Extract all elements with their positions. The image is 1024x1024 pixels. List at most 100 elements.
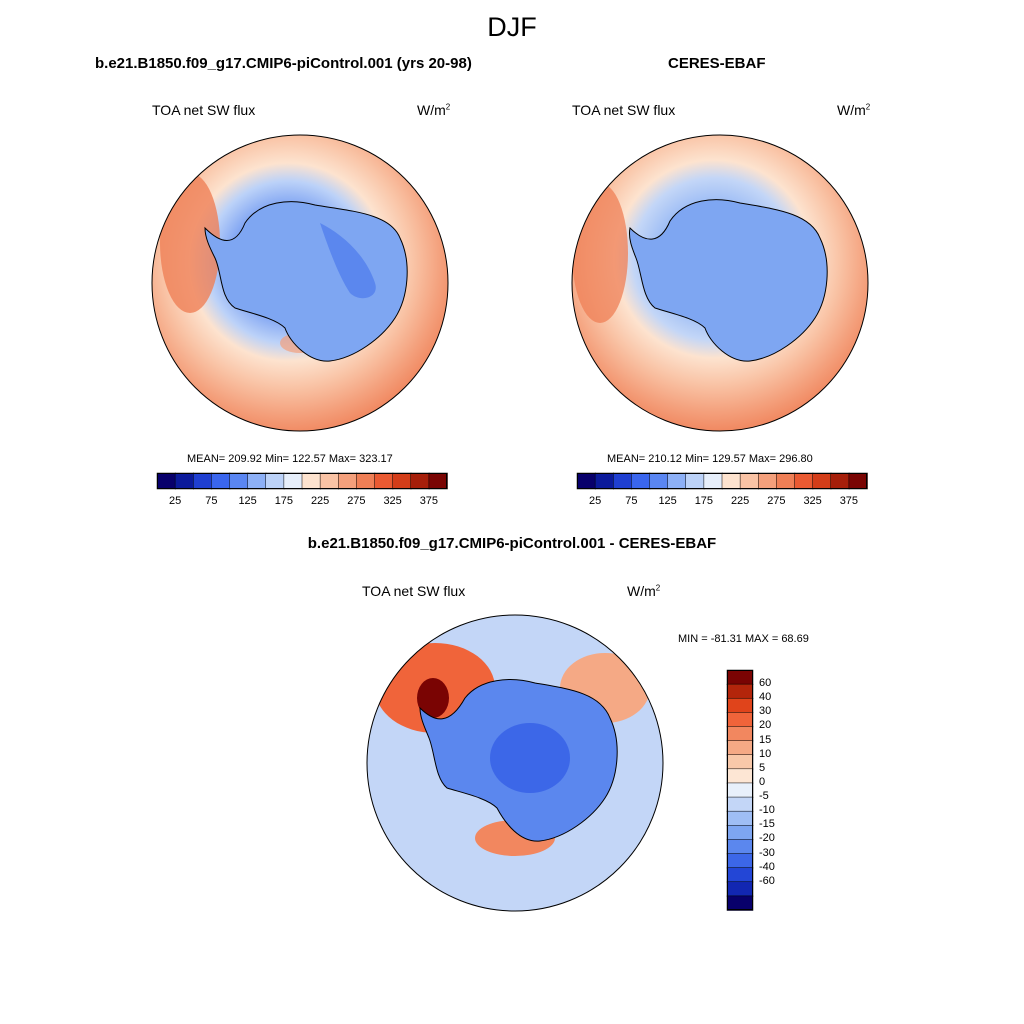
diff-colorbar-label: 60 (759, 677, 772, 690)
model-low-flux-region (320, 223, 376, 299)
diff-colorbar-label: -30 (759, 846, 775, 859)
model-colorbar-label: 275 (347, 495, 366, 507)
model-colorbar-swatch (229, 472, 249, 490)
obs-antarctica-shape (629, 199, 828, 362)
figure-title: DJF (487, 12, 537, 42)
diff-negative-core (490, 723, 570, 793)
diff-colorbar-swatch (726, 881, 754, 897)
diff-colorbar-label: -5 (759, 790, 769, 803)
model-colorbar-swatch (338, 472, 358, 490)
diff-colorbar (726, 669, 754, 911)
diff-colorbar-swatch (726, 754, 754, 770)
model-colorbar-swatch (174, 472, 194, 490)
diff-colorbar-label: -10 (759, 804, 775, 817)
diff-map (366, 614, 664, 912)
model-colorbar-swatch (428, 472, 448, 490)
obs-colorbar-swatch (758, 472, 778, 490)
model-colorbar-label: 125 (238, 495, 257, 507)
diff-colorbar-swatch (726, 740, 754, 756)
obs-colorbar-swatch (848, 472, 868, 490)
model-stats: MEAN= 209.92 Min= 122.57 Max= 323.17 (187, 453, 393, 465)
model-field-label: TOA net SW flux (152, 102, 256, 118)
diff-colorbar-swatch (726, 810, 754, 827)
obs-colorbar-swatch (794, 472, 814, 490)
model-units-label: W/m2 (417, 102, 451, 118)
obs-colorbar-label: 225 (730, 495, 750, 507)
diff-colorbar-swatch (726, 697, 754, 714)
diff-colorbar-label: 15 (759, 733, 772, 746)
diff-units-label: W/m2 (627, 583, 661, 599)
diff-colorbar-swatch (726, 726, 754, 742)
model-colorbar-swatch (374, 472, 394, 490)
diff-colorbar-swatch (726, 796, 754, 812)
obs-colorbar-label: 75 (625, 495, 638, 507)
obs-units-label: W/m2 (837, 102, 871, 118)
model-colorbar (156, 472, 448, 490)
obs-colorbar-swatch (739, 472, 759, 490)
obs-map (571, 134, 869, 432)
obs-colorbar-label: 325 (803, 495, 822, 507)
model-colorbar-label: 75 (205, 495, 218, 507)
diff-colorbar-label: 30 (759, 705, 772, 718)
diff-stats: MIN = -81.31 MAX = 68.69 (678, 633, 809, 645)
model-colorbar-swatch (211, 472, 231, 490)
obs-colorbar-label: 375 (839, 495, 859, 507)
obs-colorbar-swatch (613, 472, 633, 490)
diff-positive-core (417, 678, 449, 718)
diff-colorbar-swatch (726, 895, 754, 911)
obs-warm-band (572, 183, 628, 323)
diff-field-label: TOA net SW flux (362, 583, 466, 599)
model-colorbar-swatch (283, 472, 303, 490)
diff-colorbar-label: -40 (759, 860, 775, 873)
model-colorbar-swatch (247, 472, 267, 490)
model-colorbar-swatch (193, 472, 213, 490)
diff-colorbar-label: 0 (759, 775, 766, 788)
diff-colorbar-label: -60 (759, 874, 775, 887)
obs-colorbar-swatch (685, 472, 705, 490)
model-colorbar-swatch (319, 472, 339, 490)
obs-stats: MEAN= 210.12 Min= 129.57 Max= 296.80 (607, 453, 813, 465)
obs-panel-title: CERES-EBAF (668, 55, 766, 72)
obs-map-border (571, 134, 869, 432)
diff-colorbar-swatch (726, 839, 754, 855)
obs-colorbar-swatch (721, 472, 741, 490)
obs-field-label: TOA net SW flux (572, 102, 676, 118)
model-colorbar-label: 225 (310, 495, 330, 507)
obs-colorbar-label: 125 (658, 495, 677, 507)
model-antarctica-shape (204, 201, 408, 362)
diff-colorbar-label: 40 (759, 691, 772, 704)
obs-colorbar-swatch (594, 472, 614, 490)
model-map (151, 134, 449, 432)
model-warm-band (160, 173, 220, 313)
model-colorbar-label: 175 (274, 495, 294, 507)
obs-colorbar-swatch (631, 472, 651, 490)
obs-colorbar-swatch (703, 472, 723, 490)
model-colorbar-swatch (410, 472, 430, 490)
diff-colorbar-swatch (726, 712, 754, 728)
model-colorbar-label: 375 (419, 495, 439, 507)
model-colorbar-swatch (156, 472, 176, 490)
obs-colorbar-label: 275 (767, 495, 786, 507)
model-colorbar-label: 25 (169, 495, 182, 507)
diff-colorbar-label: -15 (759, 818, 775, 831)
obs-colorbar-label: 175 (694, 495, 714, 507)
diff-map-border (366, 614, 664, 912)
obs-colorbar-swatch (812, 472, 832, 490)
diff-colorbar-swatch (726, 853, 754, 869)
model-colorbar-label: 325 (383, 495, 402, 507)
model-colorbar-swatch (392, 472, 412, 490)
model-colorbar-swatch (356, 472, 376, 490)
diff-colorbar-swatch (726, 768, 754, 784)
diff-colorbar-swatch (726, 669, 754, 685)
diff-colorbar-swatch (726, 867, 754, 883)
obs-colorbar-swatch (649, 472, 669, 490)
model-colorbar-swatch (301, 472, 321, 490)
obs-colorbar-swatch (776, 472, 796, 490)
diff-colorbar-label: 20 (759, 719, 772, 732)
obs-colorbar-label: 25 (589, 495, 602, 507)
diff-panel-title: b.e21.B1850.f09_g17.CMIP6-piControl.001 … (307, 535, 717, 552)
diff-colorbar-label: 10 (759, 747, 772, 760)
diff-colorbar-swatch (726, 825, 754, 841)
obs-colorbar-swatch (667, 472, 687, 490)
model-colorbar-swatch (265, 472, 285, 490)
